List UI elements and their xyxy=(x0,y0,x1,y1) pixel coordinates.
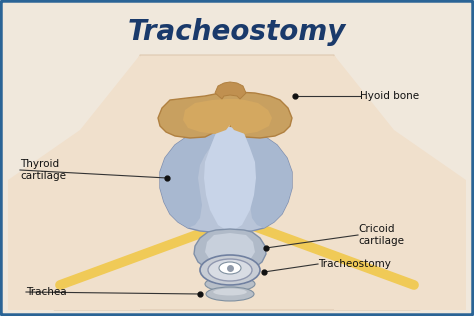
Polygon shape xyxy=(205,233,255,266)
Text: Tracheostomy: Tracheostomy xyxy=(318,259,391,269)
Text: Thyroid
cartilage: Thyroid cartilage xyxy=(20,159,66,181)
Ellipse shape xyxy=(208,259,252,281)
Polygon shape xyxy=(8,55,140,310)
Text: Tracheostomy: Tracheostomy xyxy=(128,18,346,46)
Ellipse shape xyxy=(200,255,260,285)
Polygon shape xyxy=(160,133,216,228)
Polygon shape xyxy=(204,127,256,232)
Ellipse shape xyxy=(206,287,254,301)
Polygon shape xyxy=(183,99,272,134)
Polygon shape xyxy=(194,229,266,272)
Ellipse shape xyxy=(212,267,248,275)
Polygon shape xyxy=(160,133,292,233)
Polygon shape xyxy=(215,82,246,99)
Polygon shape xyxy=(334,55,466,310)
Polygon shape xyxy=(54,55,420,310)
Ellipse shape xyxy=(212,278,247,286)
Polygon shape xyxy=(158,92,292,138)
Ellipse shape xyxy=(205,276,255,291)
Text: Cricoid
cartilage: Cricoid cartilage xyxy=(358,224,404,246)
Ellipse shape xyxy=(213,289,247,295)
Text: Hyoid bone: Hyoid bone xyxy=(360,91,419,101)
Ellipse shape xyxy=(204,265,256,281)
Polygon shape xyxy=(236,133,292,228)
Ellipse shape xyxy=(219,262,241,274)
Text: Trachea: Trachea xyxy=(26,287,67,297)
